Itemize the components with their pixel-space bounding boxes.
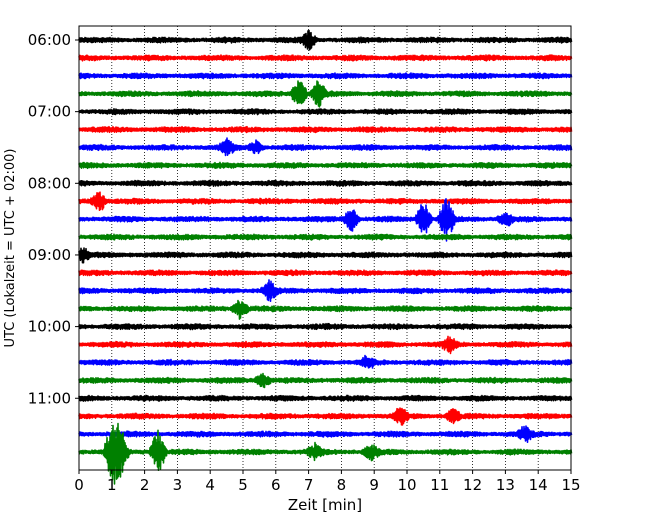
- seismic-traces: [78, 29, 573, 485]
- x-tick-label: 6: [271, 476, 281, 494]
- trace-line: [78, 372, 573, 389]
- y-axis-label: UTC (Lokalzeit = UTC + 02:00): [3, 149, 18, 348]
- trace-line: [78, 407, 573, 426]
- x-tick-label: 10: [397, 476, 416, 494]
- trace-line: [78, 394, 573, 402]
- trace-line: [78, 198, 573, 242]
- trace-line: [78, 54, 573, 62]
- trace-line: [78, 72, 573, 80]
- x-tick-label: 3: [173, 476, 183, 494]
- x-tick-label: 13: [496, 476, 515, 494]
- x-axis-ticks: 0 1 2 3 4 5 6 7 8 9 10 11 12 13 14 15: [74, 470, 581, 494]
- trace-line: [78, 354, 573, 369]
- trace-line: [78, 335, 573, 355]
- trace-line: [78, 269, 573, 277]
- y-tick-label: 08:00: [28, 174, 71, 192]
- y-tick-label: 07:00: [28, 103, 71, 121]
- x-tick-label: 5: [238, 476, 248, 494]
- trace-line: [78, 80, 573, 108]
- x-tick-label: 15: [561, 476, 580, 494]
- axes-frame: [78, 25, 572, 471]
- trace-line: [78, 191, 573, 211]
- trace-line: [78, 299, 573, 320]
- x-tick-label: 8: [337, 476, 347, 494]
- trace-line: [78, 233, 573, 241]
- x-tick-label: 9: [369, 476, 379, 494]
- trace-line: [78, 422, 573, 485]
- y-tick-label: 06:00: [28, 31, 71, 49]
- x-tick-label: 2: [140, 476, 150, 494]
- trace-line: [78, 161, 573, 170]
- y-axis-ticks: 06:00 07:00 08:00 09:00 10:00 11:00: [28, 31, 79, 407]
- trace-line: [78, 137, 573, 157]
- x-tick-label: 4: [205, 476, 215, 494]
- y-tick-label: 10:00: [28, 318, 71, 336]
- trace-line: [78, 125, 573, 134]
- x-tick-label: 1: [107, 476, 117, 494]
- trace-line: [78, 247, 573, 264]
- trace-line: [78, 425, 573, 444]
- x-tick-label: 14: [529, 476, 548, 494]
- x-tick-label: 0: [74, 476, 84, 494]
- trace-line: [78, 108, 573, 116]
- trace-line: [78, 322, 573, 331]
- x-tick-label: 7: [304, 476, 314, 494]
- trace-line: [78, 279, 573, 303]
- trace-line: [78, 179, 573, 187]
- x-tick-label: 12: [463, 476, 482, 494]
- x-axis-label: Zeit [min]: [288, 496, 362, 514]
- x-tick-label: 11: [430, 476, 449, 494]
- y-tick-label: 11:00: [28, 389, 71, 407]
- trace-line: [78, 29, 573, 51]
- y-tick-label: 09:00: [28, 246, 71, 264]
